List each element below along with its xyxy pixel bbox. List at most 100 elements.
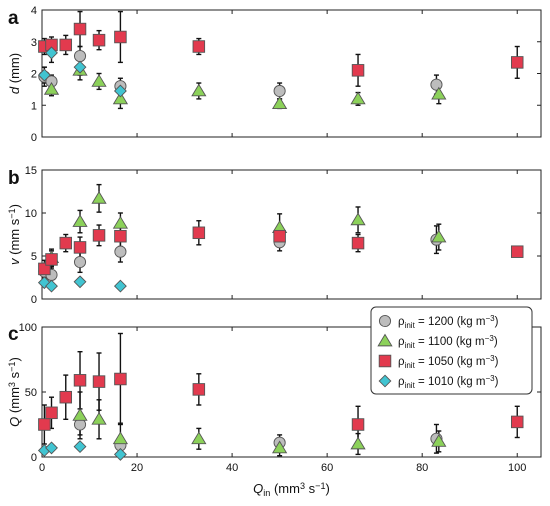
data-point-rho1050	[73, 241, 87, 254]
data-point-rho1200	[114, 245, 127, 258]
plot-frame	[41, 9, 542, 138]
data-point-rho1100	[431, 229, 447, 243]
panel-letter: c	[8, 324, 19, 345]
legend-marker-rho1050	[378, 354, 392, 368]
x-tick-label: 40	[226, 462, 238, 474]
data-point-rho1050	[273, 229, 286, 243]
data-point-rho1010	[113, 279, 127, 293]
data-point-rho1200	[73, 255, 87, 269]
y-tick-label: 50	[25, 387, 37, 399]
x-tick-label: 80	[416, 462, 428, 474]
legend-label: ρinit = 1100 (kg m−3)	[398, 334, 498, 350]
data-point-rho1050	[114, 229, 127, 243]
y-tick-label: 15	[25, 165, 37, 177]
data-point-rho1100	[91, 191, 107, 204]
y-tick-label: 5	[31, 251, 37, 263]
data-point-rho1050	[38, 262, 51, 276]
y-axis-label: Q (mm3 s−1)	[7, 357, 22, 427]
data-point-rho1050	[192, 383, 206, 396]
data-point-rho1050	[192, 226, 206, 240]
data-point-rho1200	[273, 84, 286, 98]
data-point-rho1100	[191, 431, 207, 445]
x-tick-label: 60	[321, 462, 333, 474]
y-tick-label: 1	[31, 100, 37, 112]
data-point-rho1100	[72, 408, 88, 421]
y-axis-label: v (mm s−1)	[7, 204, 22, 265]
plot-frame	[41, 169, 542, 300]
data-point-rho1050	[92, 375, 106, 388]
data-point-rho1200	[73, 49, 87, 63]
data-point-rho1100	[91, 74, 107, 87]
data-point-rho1050	[351, 418, 365, 431]
data-point-rho1050	[192, 40, 206, 53]
y-tick-label: 2	[31, 69, 37, 81]
legend-marker-rho1010	[378, 374, 392, 388]
data-point-rho1050	[351, 64, 365, 77]
data-point-rho1010	[45, 441, 58, 455]
data-point-rho1200	[430, 78, 443, 91]
data-point-rho1100	[350, 212, 366, 226]
data-point-rho1010	[45, 279, 58, 293]
legend-label: ρinit = 1050 (kg m−3)	[398, 354, 499, 370]
data-point-rho1050	[59, 38, 73, 52]
data-point-rho1010	[37, 68, 51, 82]
x-tick-label: 100	[508, 462, 526, 474]
data-point-rho1100	[112, 215, 129, 229]
x-tick-label: 0	[39, 462, 45, 474]
data-point-rho1050	[38, 418, 51, 431]
y-tick-label: 4	[31, 5, 37, 17]
data-point-rho1100	[271, 96, 288, 109]
data-point-rho1100	[91, 411, 107, 425]
legend-label: ρinit = 1010 (kg m−3)	[398, 374, 499, 390]
data-point-rho1100	[271, 440, 288, 454]
x-axis-label: Qin (mm3 s−1)	[253, 481, 330, 498]
y-tick-label: 0	[31, 132, 37, 144]
data-point-rho1050	[510, 245, 524, 258]
data-point-rho1100	[350, 91, 366, 105]
data-point-rho1050	[114, 372, 127, 386]
data-point-rho1050	[510, 56, 524, 69]
data-point-rho1010	[37, 276, 51, 290]
data-point-rho1010	[73, 60, 87, 74]
legend: ρinit = 1200 (kg m−3) ρinit = 1100 (kg m−…	[370, 306, 533, 395]
data-point-rho1100	[350, 436, 366, 450]
data-point-rho1050	[351, 236, 365, 250]
panel-b: b 0 5 10 15 v (mm s−1)	[7, 165, 542, 306]
x-tick-label: 20	[131, 462, 143, 474]
data-point-rho1050	[510, 415, 524, 429]
data-point-rho1100	[43, 82, 60, 95]
data-point-rho1050	[92, 229, 106, 242]
data-point-rho1100	[431, 434, 447, 447]
panel-letter: a	[8, 8, 19, 29]
data-point-rho1050	[73, 374, 87, 387]
data-point-rho1050	[92, 33, 106, 47]
y-tick-label: 0	[31, 452, 37, 464]
legend-label: ρinit = 1200 (kg m−3)	[398, 314, 499, 330]
data-point-rho1010	[73, 275, 87, 289]
y-tick-label: 100	[19, 322, 37, 334]
data-point-rho1050	[59, 390, 73, 404]
data-point-rho1010	[73, 440, 87, 454]
panel-letter: b	[8, 168, 20, 189]
data-point-rho1050	[45, 406, 58, 420]
data-point-rho1100	[431, 86, 447, 100]
legend-box	[370, 306, 533, 395]
y-tick-label: 10	[25, 208, 37, 220]
panel-a: a 0 1 2 3 4 d (mm)	[7, 5, 542, 144]
data-point-rho1010	[113, 84, 127, 98]
data-point-rho1100	[72, 214, 88, 227]
legend-marker-rho1100	[377, 333, 393, 347]
y-axis-label: d (mm)	[7, 53, 22, 94]
data-point-rho1050	[59, 236, 73, 250]
legend-marker-rho1200	[378, 314, 392, 328]
data-point-rho1100	[112, 431, 129, 445]
data-point-rho1010	[113, 447, 127, 461]
data-point-rho1050	[73, 22, 87, 36]
y-tick-label: 0	[31, 294, 37, 306]
y-tick-label: 3	[31, 37, 37, 49]
data-point-rho1050	[45, 253, 58, 266]
panel-c: c 0 50 100 0 20 40 60 80 100 Q (mm3 s−1) Qin (mm3 s…	[7, 322, 542, 498]
data-point-rho1010	[45, 46, 58, 60]
data-point-rho1100	[191, 83, 207, 97]
